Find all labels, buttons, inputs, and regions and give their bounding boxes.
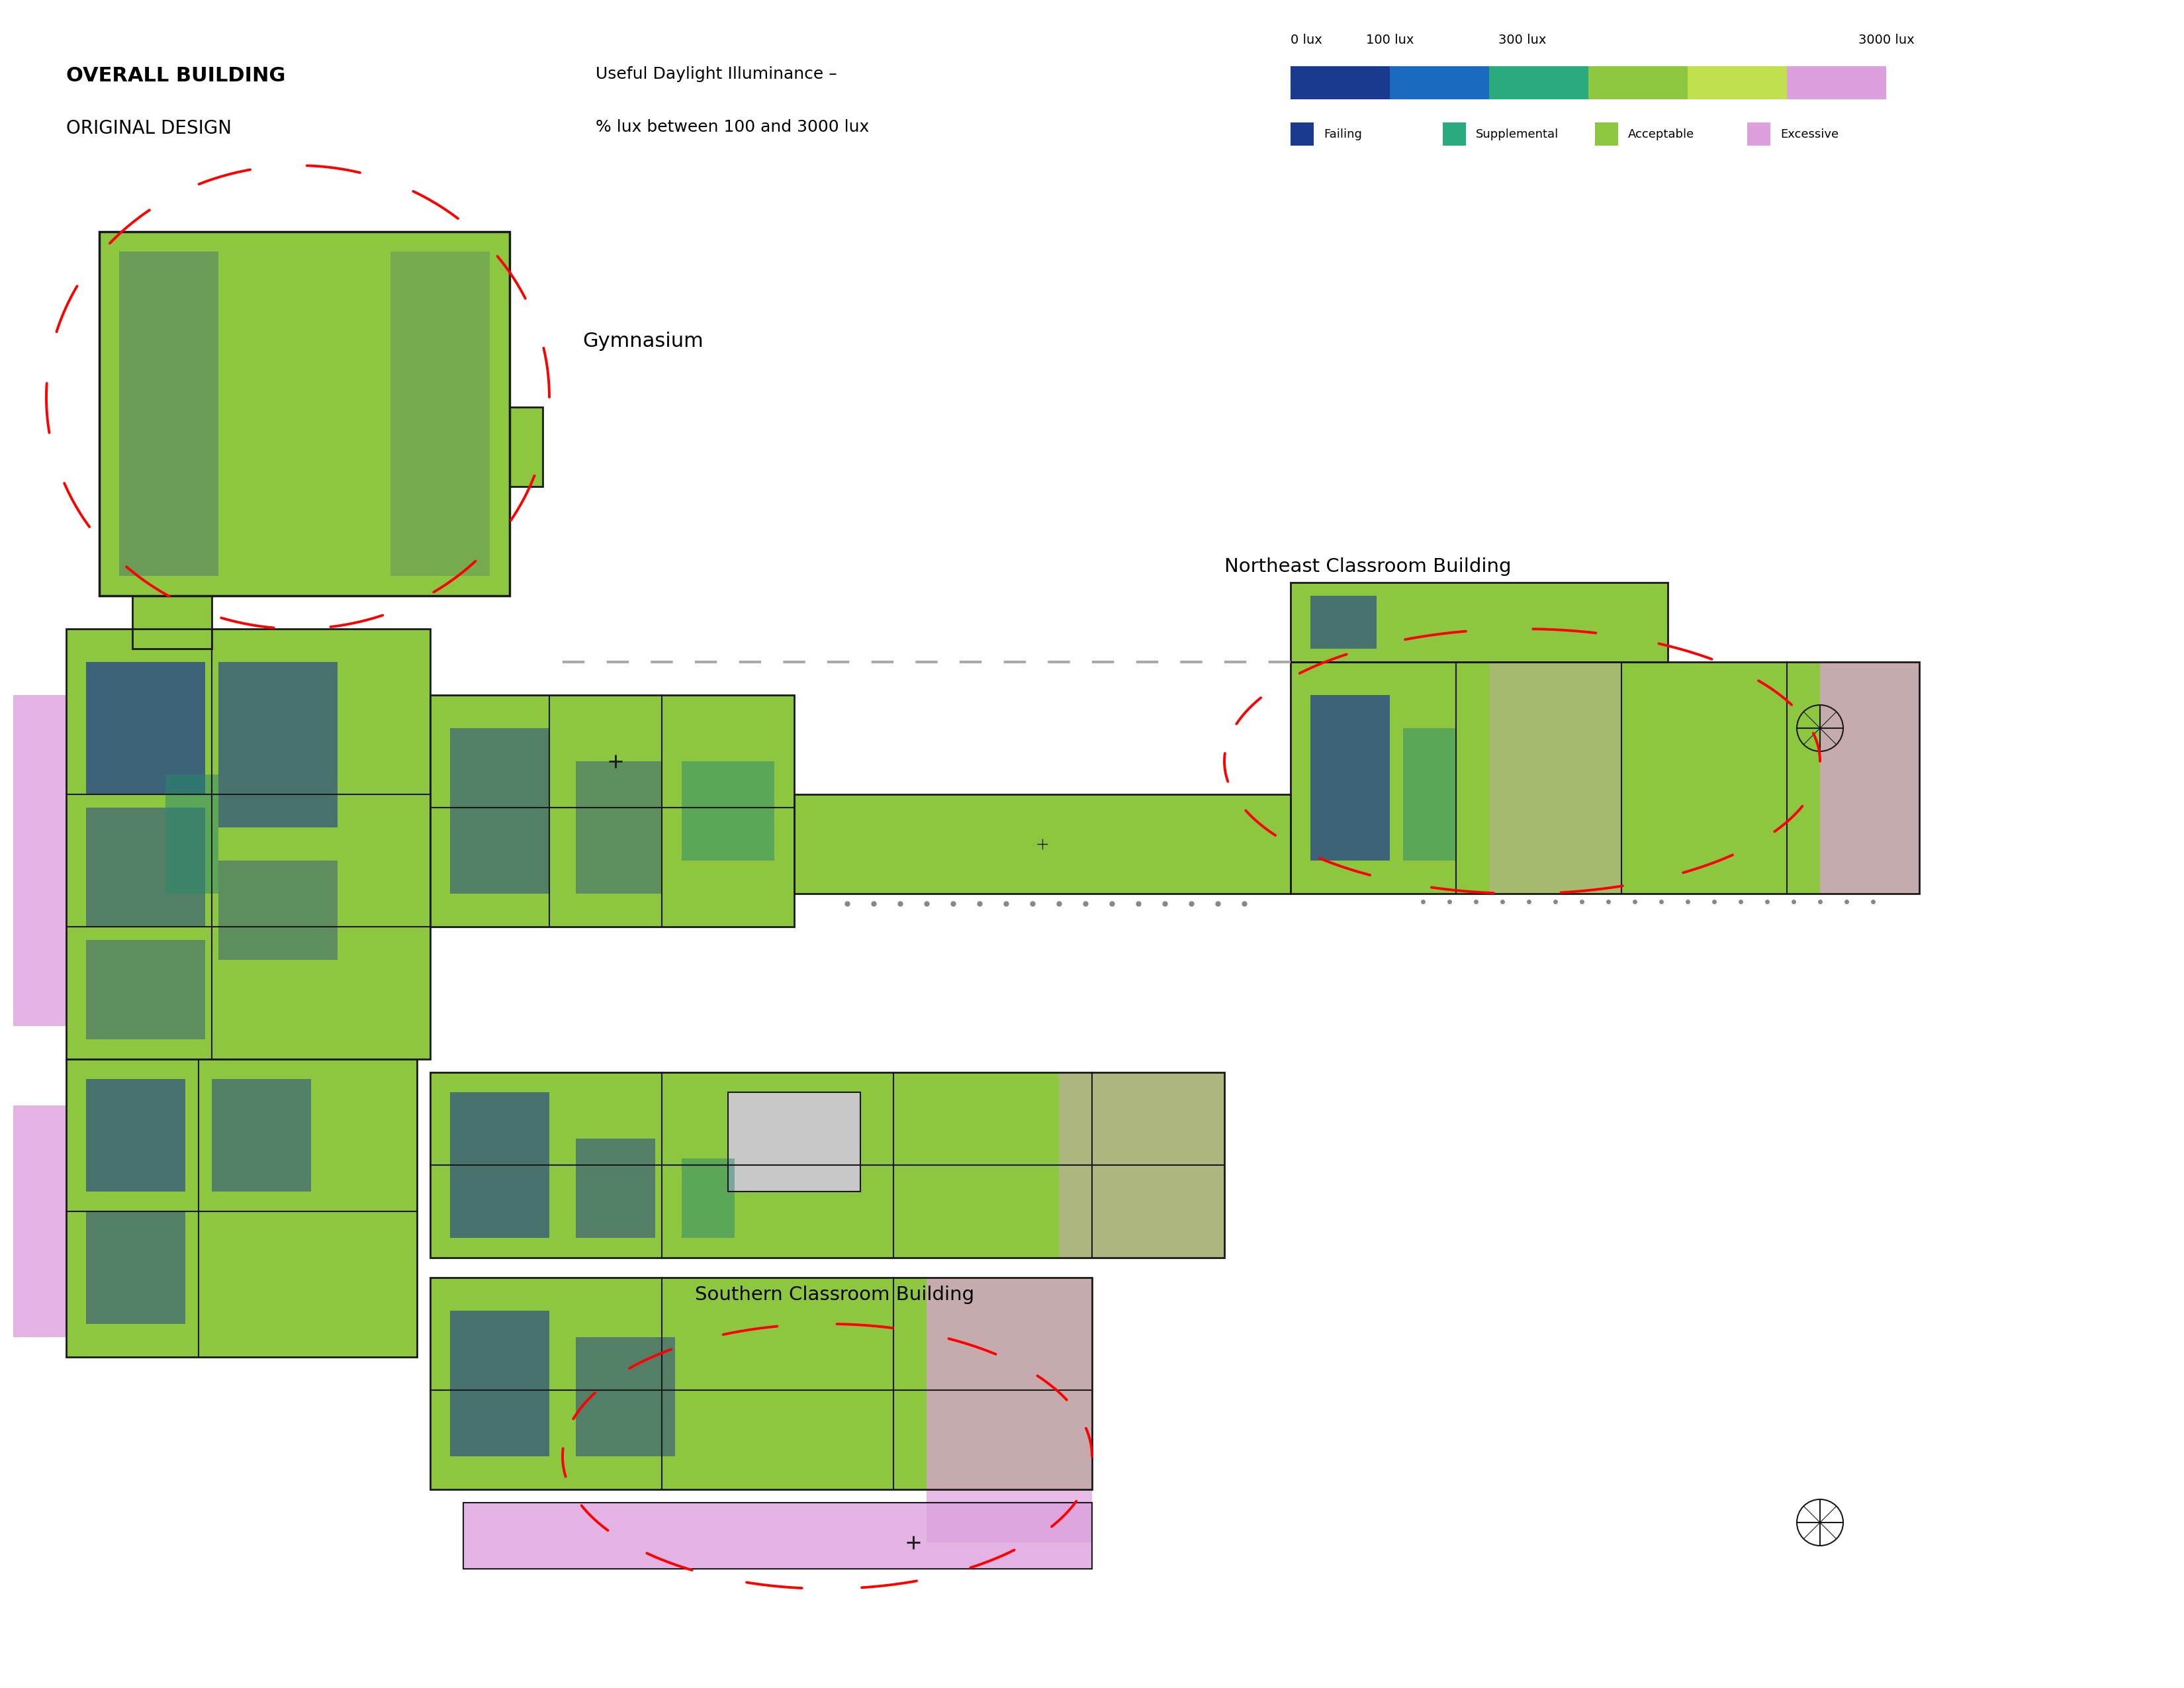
Text: Gymnasium: Gymnasium [583, 331, 703, 351]
Bar [430, 695, 795, 927]
Bar [13, 1106, 66, 1337]
Bar [463, 1502, 1092, 1568]
Bar [85, 1212, 186, 1323]
Bar [391, 252, 489, 576]
Bar [509, 407, 542, 486]
Bar [509, 407, 542, 486]
Bar [1688, 66, 1787, 100]
Text: Southern Classroom Building: Southern Classroom Building [695, 1286, 974, 1305]
Bar [1310, 596, 1376, 648]
Text: OVERALL BUILDING: OVERALL BUILDING [66, 66, 286, 86]
Bar [577, 1139, 655, 1237]
Bar [85, 940, 205, 1040]
Bar [66, 630, 430, 1058]
Bar [85, 1079, 186, 1192]
Bar [85, 807, 205, 927]
Bar [681, 761, 775, 861]
Text: 100 lux: 100 lux [1365, 34, 1413, 46]
Bar [85, 662, 205, 795]
Bar [430, 1278, 1092, 1489]
Bar [727, 1092, 860, 1192]
Bar [98, 231, 509, 596]
Text: Useful Daylight Illuminance –: Useful Daylight Illuminance – [596, 66, 836, 83]
Bar [450, 728, 550, 893]
Text: Northeast Classroom Building: Northeast Classroom Building [1225, 557, 1511, 576]
Bar [795, 795, 1291, 893]
Bar [1291, 123, 1315, 145]
Bar [1489, 66, 1588, 100]
Bar [1819, 662, 1920, 893]
Text: Failing: Failing [1324, 128, 1363, 140]
Text: Supplemental: Supplemental [1476, 128, 1559, 140]
Bar [1059, 1072, 1225, 1258]
Bar [1747, 123, 1771, 145]
Bar [450, 1092, 550, 1237]
Bar [166, 775, 218, 893]
Text: 300 lux: 300 lux [1498, 34, 1546, 46]
Bar [1291, 582, 1669, 662]
Text: Acceptable: Acceptable [1627, 128, 1695, 140]
Text: ORIGINAL DESIGN: ORIGINAL DESIGN [66, 120, 232, 138]
Text: Excessive: Excessive [1780, 128, 1839, 140]
Bar [1444, 123, 1465, 145]
Bar [1291, 662, 1920, 893]
Text: 0 lux: 0 lux [1291, 34, 1321, 46]
Bar [66, 1058, 417, 1357]
Bar [133, 596, 212, 648]
Bar [450, 1310, 550, 1457]
Bar [212, 1079, 310, 1192]
Bar [218, 861, 339, 960]
Bar [681, 1158, 734, 1237]
Bar [1310, 695, 1389, 861]
Bar [120, 252, 218, 576]
Bar [1291, 66, 1389, 100]
Bar [133, 596, 212, 648]
Bar [218, 662, 339, 827]
Bar [430, 1072, 1225, 1258]
Bar [727, 1092, 860, 1192]
Bar [463, 1502, 1092, 1568]
Bar [1588, 66, 1688, 100]
Bar [1489, 662, 1621, 893]
Bar [1389, 66, 1489, 100]
Bar [1787, 66, 1887, 100]
Bar [577, 761, 662, 893]
Bar [13, 695, 66, 1026]
Bar [577, 1337, 675, 1457]
Bar [1594, 123, 1618, 145]
Bar [926, 1278, 1092, 1543]
Text: 3000 lux: 3000 lux [1859, 34, 1913, 46]
Bar [1402, 728, 1457, 861]
Text: % lux between 100 and 3000 lux: % lux between 100 and 3000 lux [596, 120, 869, 135]
